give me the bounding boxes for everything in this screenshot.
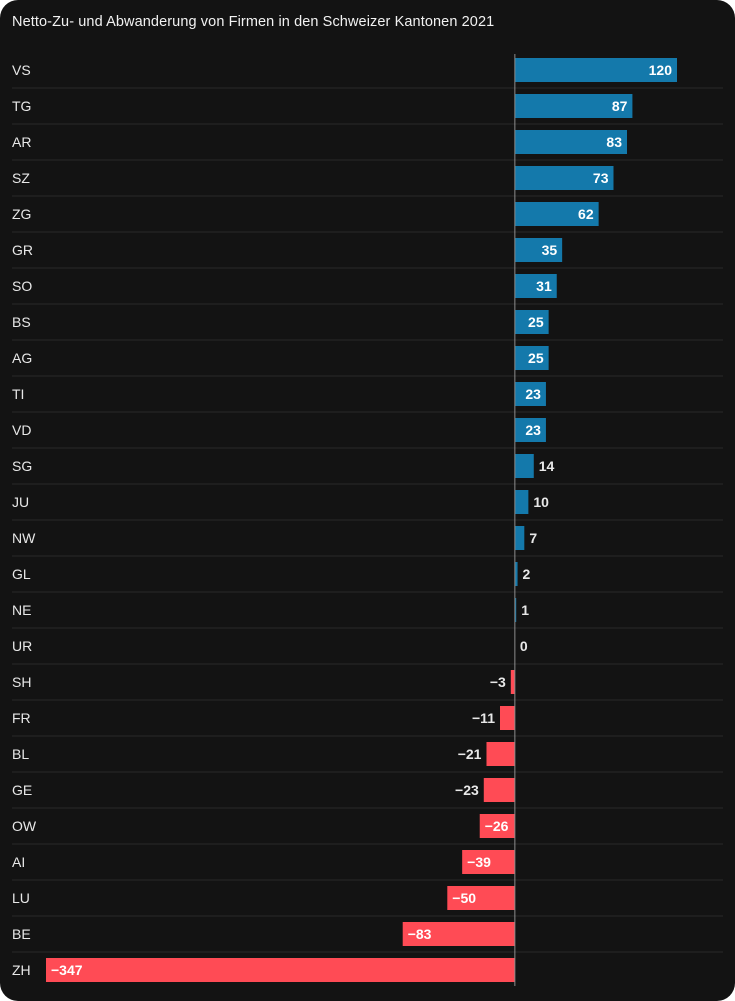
bar	[483, 778, 515, 802]
value-label: 25	[528, 350, 544, 366]
bar	[514, 310, 549, 334]
category-label: VS	[12, 62, 31, 78]
bar	[514, 346, 549, 370]
category-label: SG	[12, 458, 32, 474]
bar	[514, 454, 534, 478]
bar	[514, 202, 599, 226]
category-label: OW	[12, 818, 37, 834]
category-label: ZG	[12, 206, 31, 222]
category-label: AG	[12, 350, 32, 366]
bar	[514, 526, 525, 550]
value-label: 1	[521, 602, 529, 618]
value-label: 120	[649, 62, 673, 78]
bar	[514, 238, 563, 262]
bar	[499, 706, 515, 730]
bar	[514, 94, 633, 118]
bar	[514, 130, 628, 154]
category-label: GR	[12, 242, 33, 258]
value-label: 23	[525, 386, 541, 402]
value-label: 35	[542, 242, 558, 258]
value-label: 10	[533, 494, 549, 510]
bar	[514, 274, 557, 298]
value-label: 31	[536, 278, 552, 294]
bar	[462, 850, 515, 874]
category-label: GL	[12, 566, 31, 582]
value-label: −50	[452, 890, 476, 906]
bar	[514, 58, 677, 82]
bar	[514, 562, 518, 586]
value-label: 14	[539, 458, 555, 474]
value-label: −83	[408, 926, 432, 942]
category-label: TG	[12, 98, 31, 114]
value-label: −11	[472, 710, 495, 726]
bar	[402, 922, 515, 946]
category-label: TI	[12, 386, 24, 402]
value-label: 87	[612, 98, 628, 114]
bar	[514, 490, 529, 514]
value-label: −23	[455, 782, 479, 798]
category-label: FR	[12, 710, 31, 726]
category-label: BE	[12, 926, 31, 942]
value-label: 25	[528, 314, 544, 330]
value-label: −3	[490, 674, 506, 690]
category-label: JU	[12, 494, 29, 510]
bar	[514, 166, 614, 190]
category-label: VD	[12, 422, 31, 438]
value-label: −26	[485, 818, 509, 834]
value-label: −347	[51, 962, 83, 978]
value-label: 23	[525, 422, 541, 438]
value-label: 62	[578, 206, 594, 222]
value-label: 73	[593, 170, 609, 186]
value-label: −21	[458, 746, 482, 762]
bar	[479, 814, 515, 838]
bar	[514, 418, 546, 442]
category-label: BL	[12, 746, 29, 762]
category-label: AI	[12, 854, 25, 870]
category-label: SH	[12, 674, 31, 690]
category-label: GE	[12, 782, 32, 798]
value-label: −39	[467, 854, 491, 870]
bar	[486, 742, 515, 766]
bar	[514, 382, 546, 406]
category-label: NE	[12, 602, 31, 618]
bar	[46, 958, 515, 982]
chart-title: Netto-Zu- und Abwanderung von Firmen in …	[12, 14, 495, 30]
category-label: LU	[12, 890, 30, 906]
category-label: ZH	[12, 962, 31, 978]
category-label: BS	[12, 314, 31, 330]
value-label: 83	[606, 134, 622, 150]
category-label: SO	[12, 278, 32, 294]
bar	[510, 670, 515, 694]
category-label: AR	[12, 134, 31, 150]
category-label: SZ	[12, 170, 30, 186]
bar	[514, 598, 517, 622]
value-label: 2	[523, 566, 531, 582]
value-label: 0	[520, 638, 528, 654]
category-label: NW	[12, 530, 36, 546]
bar	[447, 886, 515, 910]
category-label: UR	[12, 638, 32, 654]
value-label: 7	[529, 530, 537, 546]
